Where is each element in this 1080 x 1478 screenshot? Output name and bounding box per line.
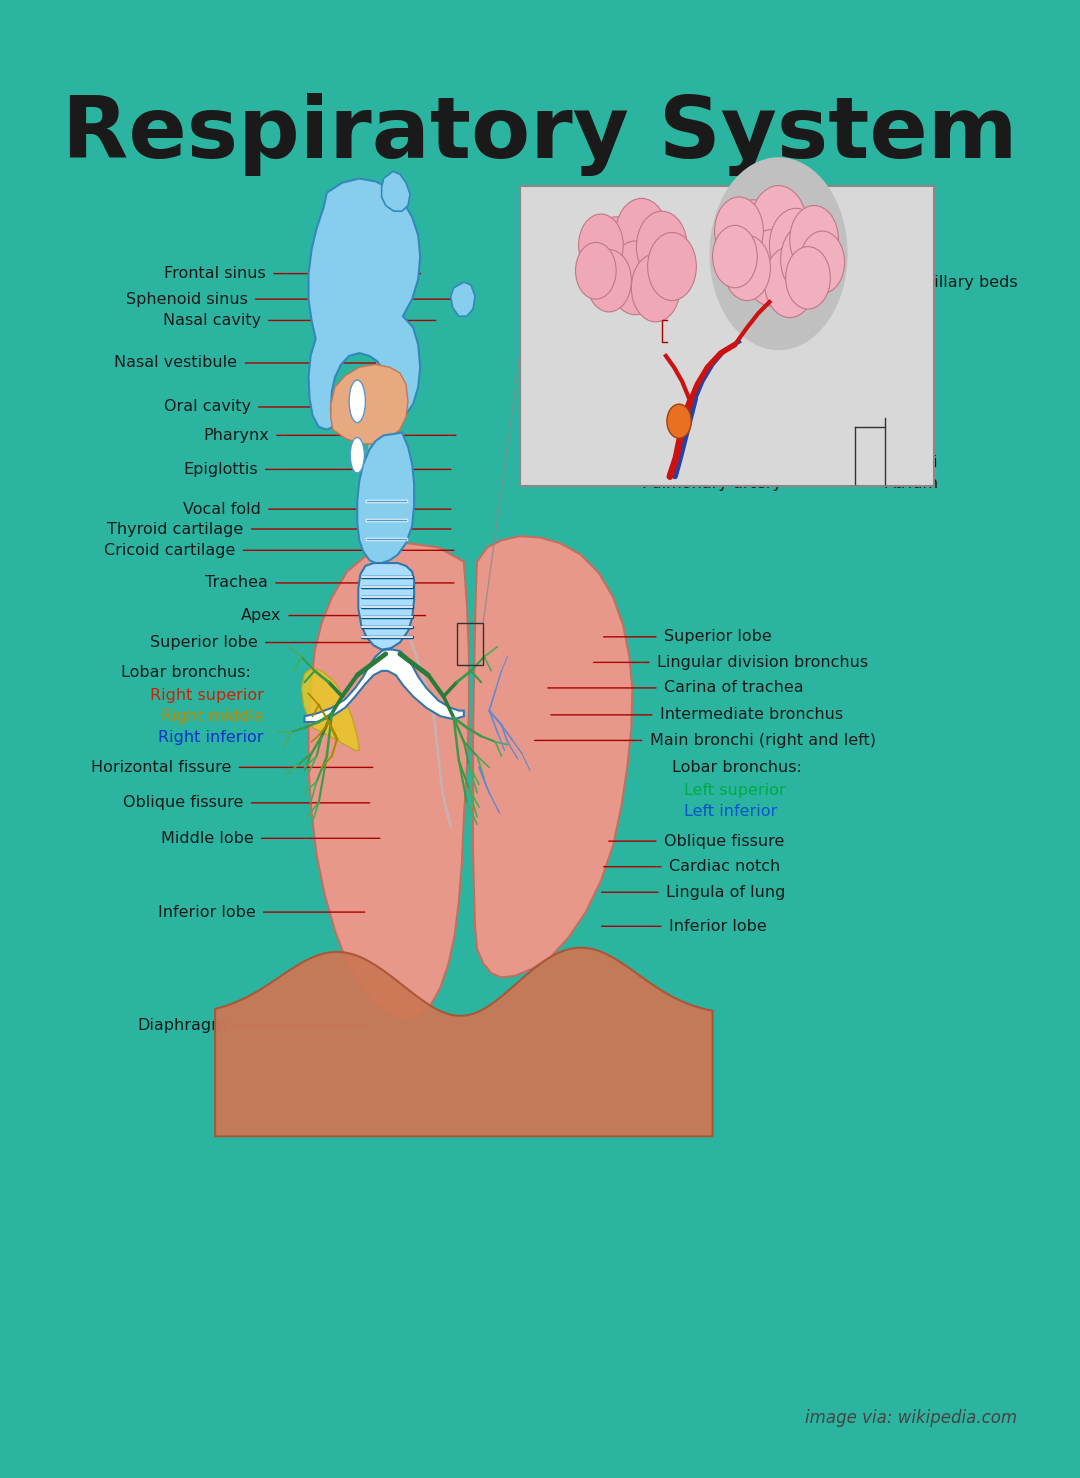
Text: Pharynx: Pharynx [203, 427, 269, 443]
Circle shape [724, 235, 770, 300]
Text: Apex: Apex [241, 607, 281, 624]
Text: Atrium: Atrium [886, 476, 940, 491]
Text: Lobar bronchus:: Lobar bronchus: [672, 760, 801, 774]
Text: Inferior lobe: Inferior lobe [669, 919, 767, 934]
Text: Superior lobe: Superior lobe [664, 630, 771, 644]
Circle shape [765, 247, 815, 318]
Circle shape [586, 250, 632, 312]
Text: Pulmonary artery: Pulmonary artery [642, 476, 782, 491]
Text: Cricoid cartilage: Cricoid cartilage [104, 542, 235, 557]
Text: Pulmonary vein: Pulmonary vein [642, 455, 767, 470]
Text: Sphenoid sinus: Sphenoid sinus [125, 291, 247, 306]
Text: Oblique fissure: Oblique fissure [123, 795, 244, 810]
Text: Vocal fold: Vocal fold [183, 501, 261, 517]
Circle shape [785, 247, 831, 309]
Circle shape [769, 208, 822, 282]
Text: Right superior: Right superior [150, 687, 264, 702]
Polygon shape [450, 282, 475, 316]
Circle shape [744, 229, 799, 306]
Text: Respiratory System: Respiratory System [63, 93, 1017, 176]
Polygon shape [215, 947, 713, 1137]
Circle shape [715, 197, 764, 265]
Circle shape [781, 225, 832, 296]
Circle shape [666, 403, 691, 437]
Text: Carina of trachea: Carina of trachea [664, 680, 804, 696]
Text: Alveoli: Alveoli [886, 455, 939, 470]
Polygon shape [381, 171, 410, 211]
Text: Cardiac notch: Cardiac notch [669, 859, 780, 873]
Polygon shape [357, 433, 414, 563]
Bar [519, 186, 934, 486]
Text: Inferior lobe: Inferior lobe [158, 905, 256, 919]
Text: Right inferior: Right inferior [159, 730, 264, 745]
Circle shape [713, 225, 757, 288]
Circle shape [588, 217, 645, 296]
Circle shape [576, 242, 616, 299]
Text: Main bronchi (right and left): Main bronchi (right and left) [650, 733, 876, 748]
Text: Mucosal lining: Mucosal lining [613, 417, 728, 432]
Text: Thyroid cartilage: Thyroid cartilage [107, 522, 244, 537]
Polygon shape [305, 650, 464, 721]
Text: Horizontal fissure: Horizontal fissure [91, 760, 231, 774]
Text: image via: wikipedia.com: image via: wikipedia.com [805, 1409, 1017, 1428]
Bar [457, 622, 483, 665]
Circle shape [751, 186, 807, 265]
Circle shape [800, 231, 845, 294]
Polygon shape [309, 544, 469, 1020]
Circle shape [609, 241, 662, 315]
Text: Intermediate bronchus: Intermediate bronchus [660, 708, 842, 723]
Text: Left inferior: Left inferior [684, 804, 778, 819]
Circle shape [648, 232, 697, 300]
Text: Lingular division bronchus: Lingular division bronchus [657, 655, 868, 670]
Circle shape [579, 214, 623, 276]
Ellipse shape [350, 437, 364, 473]
Text: Diaphragm: Diaphragm [137, 1018, 227, 1033]
Polygon shape [309, 179, 420, 433]
Circle shape [632, 254, 680, 322]
Circle shape [789, 205, 838, 273]
Circle shape [636, 211, 687, 282]
Text: Trachea: Trachea [205, 575, 268, 590]
Text: Nasal vestibule: Nasal vestibule [114, 356, 238, 371]
Text: Mucous gland: Mucous gland [613, 395, 725, 411]
Text: Lobar bronchus:: Lobar bronchus: [121, 665, 251, 680]
Text: Alveolar duct: Alveolar duct [613, 359, 719, 375]
Text: Epiglottis: Epiglottis [184, 463, 258, 477]
Text: Right middle: Right middle [161, 709, 264, 724]
Circle shape [710, 157, 848, 350]
Text: Oblique fissure: Oblique fissure [664, 834, 784, 848]
Text: Superior lobe: Superior lobe [150, 636, 258, 650]
Polygon shape [330, 365, 408, 443]
Text: Left superior: Left superior [684, 782, 786, 798]
Text: Alveolar sacs: Alveolar sacs [613, 325, 719, 341]
Text: Frontal sinus: Frontal sinus [164, 266, 266, 281]
Polygon shape [301, 668, 360, 751]
Text: Middle lobe: Middle lobe [161, 831, 254, 845]
Text: Capillary beds: Capillary beds [904, 275, 1018, 290]
Circle shape [616, 198, 667, 272]
Text: Nasal cavity: Nasal cavity [163, 313, 261, 328]
Circle shape [723, 200, 784, 285]
Text: Oral cavity: Oral cavity [163, 399, 251, 414]
Polygon shape [359, 563, 414, 650]
Text: Lingula of lung: Lingula of lung [666, 885, 785, 900]
Polygon shape [473, 537, 633, 977]
Text: Connective tissue: Connective tissue [613, 294, 756, 309]
Ellipse shape [349, 380, 365, 423]
